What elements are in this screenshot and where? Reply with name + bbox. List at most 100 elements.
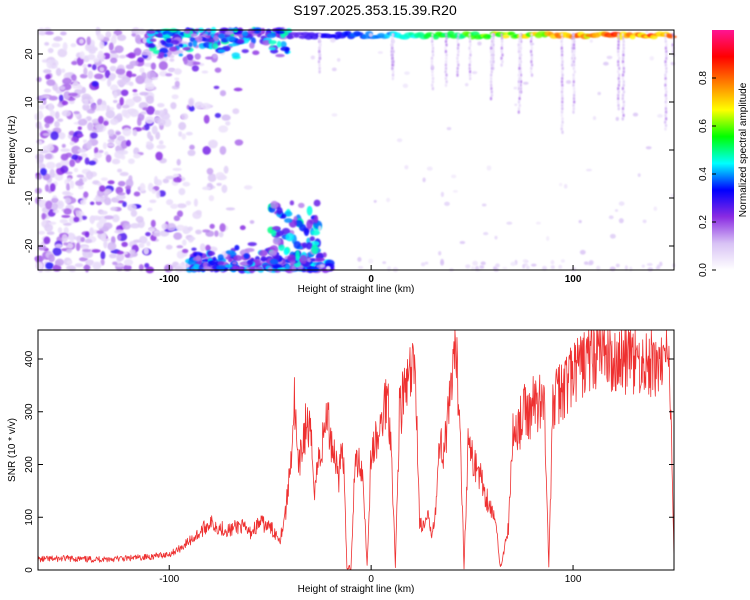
- spectrogram-cell: [176, 210, 184, 218]
- spectrogram-cell: [146, 241, 151, 247]
- spectrogram-cell: [133, 47, 142, 56]
- spectrogram-cell: [98, 149, 104, 154]
- spectrogram-cell: [468, 33, 471, 37]
- spectrogram-cell: [295, 250, 301, 260]
- spectrogram-cell: [518, 56, 521, 61]
- spectrogram-cell: [517, 86, 521, 91]
- spectrogram-cell: [444, 76, 448, 81]
- spectrogram-cell: [87, 70, 94, 79]
- spectrogram-cell: [622, 113, 625, 118]
- spectrogram-cell: [319, 43, 322, 47]
- spectrogram-cell: [111, 214, 120, 223]
- spectrogram-cell: [517, 73, 520, 77]
- spectrogram-cell: [163, 34, 170, 38]
- spectrogram-cell: [154, 110, 160, 115]
- spectrogram-cell: [63, 242, 69, 246]
- spectrogram-cell: [480, 261, 486, 266]
- spectrogram-cell: [318, 70, 321, 74]
- spectrogram-cell: [444, 201, 450, 206]
- spectrogram-cell: [174, 266, 184, 273]
- spectrogram-cell: [224, 264, 233, 268]
- spectrogram-cell: [452, 190, 458, 193]
- spectrogram-cell: [224, 30, 234, 36]
- spectrogram-cell: [283, 248, 289, 256]
- spectrogram-cell: [483, 232, 489, 236]
- spectrogram-cell: [97, 104, 107, 111]
- snr-series: [37, 329, 675, 570]
- spectrogram-cell: [561, 83, 564, 87]
- spectrogram-cell: [201, 102, 211, 110]
- spectrogram-cell: [622, 80, 625, 84]
- spectrogram-cell: [579, 249, 586, 255]
- spectrogram-cell: [586, 168, 592, 172]
- spectrogram-cell: [456, 56, 459, 61]
- spectrogram-cell: [58, 132, 66, 140]
- spectrogram-cell: [173, 68, 182, 75]
- spectrogram-cell: [271, 229, 277, 237]
- spectrogram-cell: [61, 100, 69, 106]
- spectrogram-cell: [221, 114, 231, 121]
- spectrogram-cell: [84, 231, 90, 238]
- spectrogram-cell: [489, 76, 493, 81]
- spectrogram-cell: [149, 38, 157, 43]
- spectrogram-cell: [44, 115, 54, 124]
- spectrogram-cell: [77, 185, 84, 190]
- spectrogram-cell: [357, 257, 362, 262]
- spectrogram-cell: [456, 70, 459, 74]
- spectrogram-cell: [82, 139, 88, 144]
- spectrogram-cell: [255, 28, 260, 33]
- spectrogram-cell: [35, 262, 44, 271]
- spectrogram-cell: [71, 60, 78, 66]
- spectrogram-cell: [89, 98, 95, 104]
- spectrogram-cell: [445, 80, 448, 84]
- spectrogram-cell: [157, 110, 166, 117]
- spectrogram-cell: [622, 43, 625, 47]
- spectrogram-cell: [44, 184, 50, 192]
- spectrogram-cell: [481, 203, 487, 207]
- spectrogram-cell: [113, 99, 118, 104]
- spectrogram-cell: [500, 43, 504, 47]
- spectrogram-cell: [145, 105, 155, 115]
- spectrogram-cell: [166, 223, 177, 232]
- spectrogram-cell: [529, 39, 533, 44]
- spectrogram-cell: [621, 110, 625, 114]
- spectrogram-cell: [456, 36, 460, 40]
- spectrogram-cell: [144, 262, 150, 269]
- spectrogram-cell: [530, 33, 533, 37]
- spectrogram-cell: [617, 46, 620, 50]
- spectrogram-y-tick-label: 0: [24, 147, 35, 153]
- spectrogram-cell: [306, 205, 313, 216]
- spectrogram-cell: [390, 49, 393, 54]
- spectrogram-cell: [319, 39, 322, 44]
- spectrogram-x-ticks: -100 0 100: [159, 265, 582, 285]
- spectrogram-cell: [62, 77, 72, 85]
- spectrogram-cell: [195, 209, 202, 216]
- spectrogram-cell: [63, 226, 69, 235]
- spectrogram-cell: [155, 190, 161, 199]
- spectrogram-cell: [431, 39, 434, 44]
- spectrogram-cell: [517, 43, 520, 47]
- spectrogram-cell: [74, 209, 80, 215]
- spectrogram-cell: [489, 46, 493, 50]
- spectrogram-cell: [457, 43, 460, 47]
- spectrogram-cell: [97, 50, 104, 58]
- spectrogram-cell: [664, 127, 667, 131]
- spectrogram-cell: [368, 32, 373, 38]
- spectrogram-cell: [280, 32, 286, 39]
- spectrogram-cell: [518, 39, 521, 44]
- spectrogram-cell: [518, 36, 521, 40]
- spectrogram-cell: [69, 235, 74, 244]
- spectrogram-cell: [665, 49, 668, 54]
- spectrogram-cell: [75, 242, 81, 251]
- spectrogram-cell: [83, 98, 89, 106]
- spectrogram-cell: [268, 40, 277, 45]
- spectrogram-cell: [120, 154, 126, 160]
- spectrogram-cell: [115, 131, 121, 135]
- spectrogram-cell: [88, 160, 97, 166]
- spectrogram-cell: [132, 89, 138, 93]
- spectrogram-cell: [357, 265, 364, 269]
- snr-y-tick-label: 300: [24, 403, 35, 420]
- spectrogram-cell: [330, 37, 336, 43]
- spectrogram-cell: [178, 131, 183, 137]
- spectrogram-cell: [57, 118, 64, 122]
